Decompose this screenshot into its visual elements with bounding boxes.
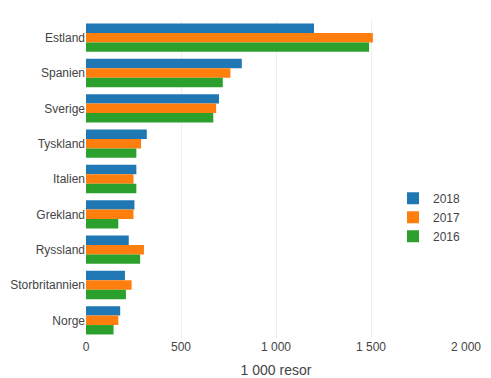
svg-text:0: 0 <box>83 340 90 354</box>
svg-text:Storbritannien: Storbritannien <box>10 278 85 292</box>
svg-text:Spanien: Spanien <box>41 66 85 80</box>
svg-text:Norge: Norge <box>52 314 85 328</box>
svg-text:2016: 2016 <box>433 230 460 244</box>
svg-text:500: 500 <box>171 340 191 354</box>
svg-text:1 000 resor: 1 000 resor <box>241 362 312 378</box>
svg-text:2 000: 2 000 <box>451 340 481 354</box>
svg-text:1 500: 1 500 <box>356 340 386 354</box>
svg-text:Italien: Italien <box>53 172 85 186</box>
svg-text:Estland: Estland <box>45 31 85 45</box>
svg-text:Ryssland: Ryssland <box>36 243 85 257</box>
svg-text:Tyskland: Tyskland <box>38 137 85 151</box>
svg-text:Grekland: Grekland <box>36 208 85 222</box>
svg-text:2017: 2017 <box>433 211 460 225</box>
svg-text:Sverige: Sverige <box>44 102 85 116</box>
svg-text:2018: 2018 <box>433 192 460 206</box>
svg-text:1 000: 1 000 <box>261 340 291 354</box>
